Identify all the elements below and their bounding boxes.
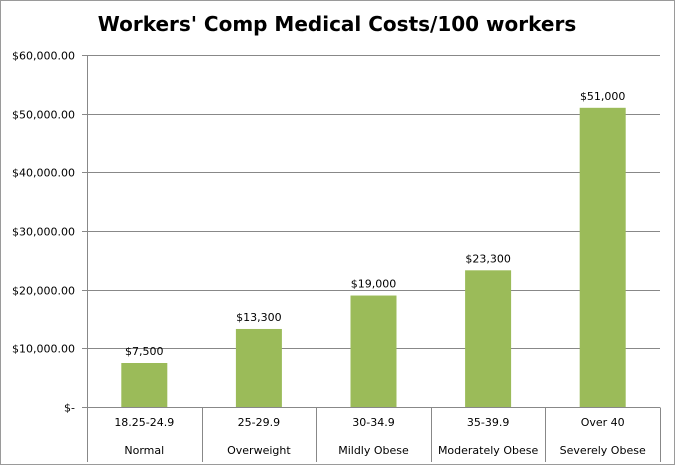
gridlines [82,55,660,408]
y-tick-label: $20,000.00 [12,285,75,298]
x-tick-sublabel: Mildly Obese [338,444,409,457]
x-tick-label: 30-34.9 [352,416,394,429]
bar [350,295,397,407]
y-tick-label: $60,000.00 [12,50,75,63]
bar [465,270,512,407]
data-label: $23,300 [465,252,511,265]
data-label: $51,000 [580,90,626,103]
y-tick-label: $40,000.00 [12,167,75,180]
y-tick-label: $30,000.00 [12,226,75,239]
data-label: $19,000 [351,278,397,291]
y-tick-label: $- [64,402,75,415]
y-tick-label: $50,000.00 [12,109,75,122]
x-tick-sublabel: Overweight [227,444,291,457]
x-tick-label: 25-29.9 [238,416,280,429]
chart-title: Workers' Comp Medical Costs/100 workers [98,12,576,36]
y-axis-ticks: $- $10,000.00 $20,000.00 $30,000.00 $40,000.… [12,50,75,415]
bar [121,363,168,407]
x-tick-label: Over 40 [581,416,625,429]
bar [579,107,626,408]
y-tick-label: $10,000.00 [12,343,75,356]
x-axis: 18.25-24.9 Normal 25-29.9 Overweight 30-34.9… [87,55,661,462]
x-tick-label: 18.25-24.9 [114,416,174,429]
x-tick-sublabel: Moderately Obese [438,444,539,457]
x-tick-sublabel: Normal [124,444,164,457]
bars [121,107,626,408]
x-tick-sublabel: Severely Obese [560,444,646,457]
x-tick-label: 35-39.9 [467,416,509,429]
bar [235,328,282,407]
data-label: $7,500 [125,345,164,358]
data-label: $13,300 [236,311,282,324]
data-labels: $7,500 $13,300 $19,000 $23,300 $51,000 [125,90,625,358]
